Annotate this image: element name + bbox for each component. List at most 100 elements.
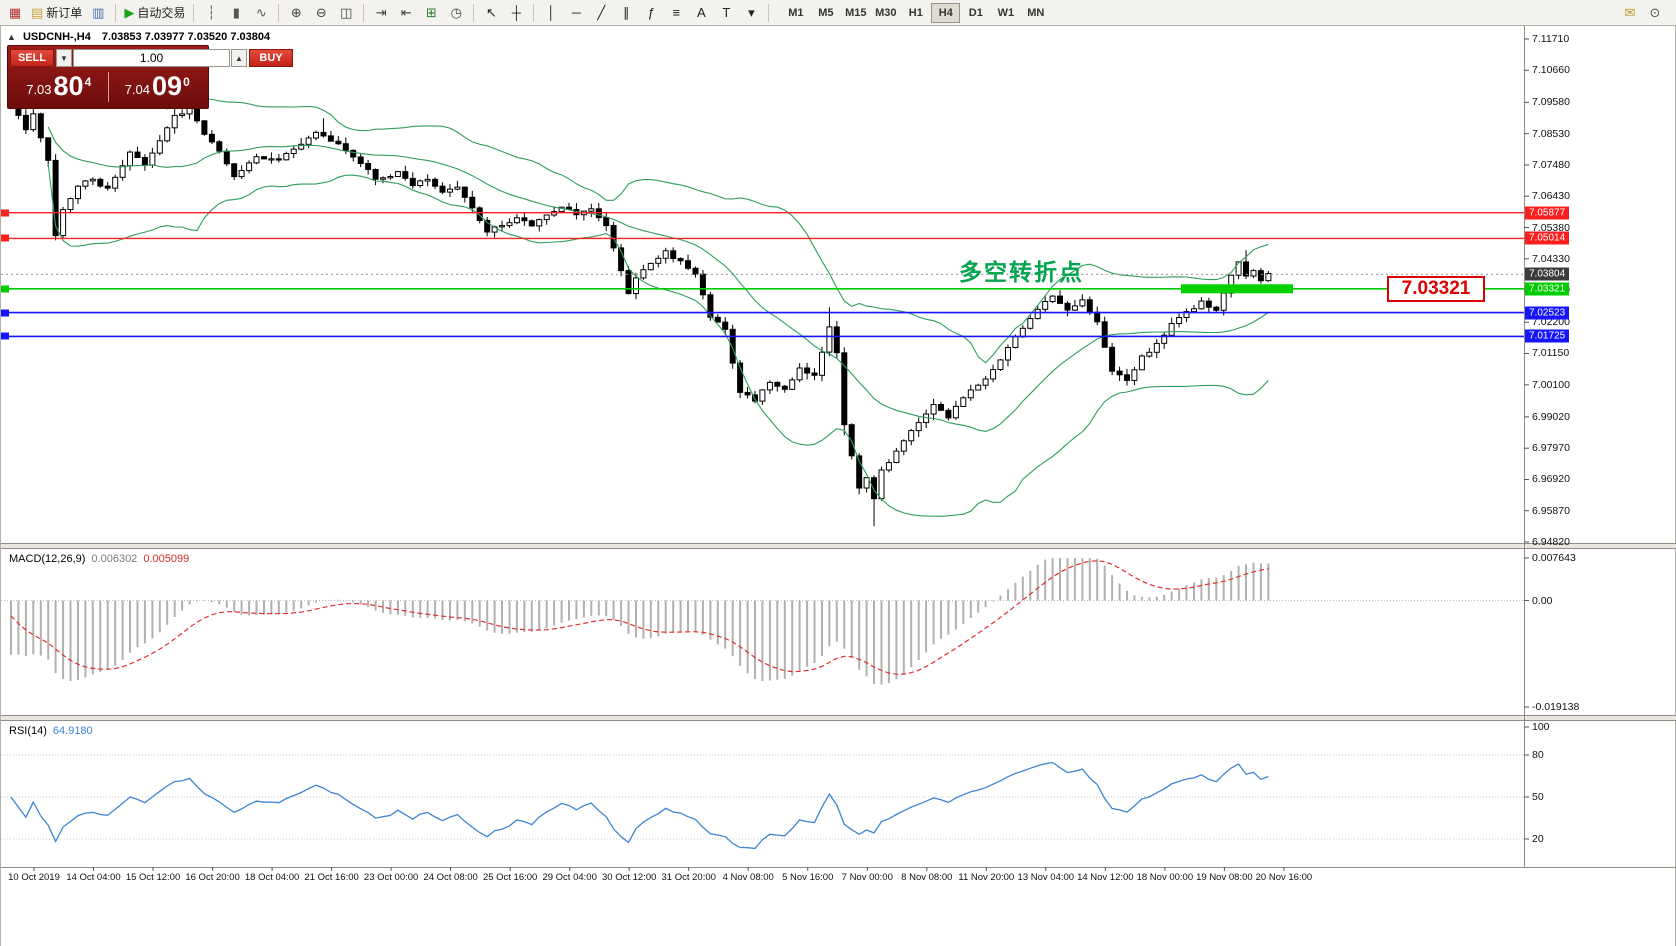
timeframe-m5-button[interactable]: M5 — [818, 6, 834, 19]
macd-label: MACD(12,26,9) 0.006302 0.005099 — [9, 553, 189, 565]
autotrading-icon: ▶ — [124, 4, 135, 20]
line-chart-button[interactable]: ∿ — [249, 2, 273, 24]
timeframe-d1-button[interactable]: D1 — [968, 6, 983, 19]
autotrading-button[interactable]: ▶ 自动交易 — [121, 2, 188, 24]
trade-controls-row: SELL ▼ ▲ BUY — [8, 46, 293, 68]
toolbar-separator — [363, 3, 365, 22]
macd-signal-line — [10, 560, 1269, 675]
autotrading-label: 自动交易 — [137, 6, 186, 20]
one-click-trade-panel: SELL ▼ ▲ BUY 7.03 80 4 7.04 09 0 — [7, 45, 293, 109]
ask-pipette: 0 — [183, 75, 190, 89]
timeframe-mn-button[interactable]: MN — [1027, 6, 1045, 19]
rsi-line — [10, 761, 1269, 850]
trendline-button[interactable]: ╱ — [589, 2, 613, 24]
equidistant-channel-button[interactable]: ∥ — [614, 2, 638, 24]
search-button[interactable]: ⊙ — [1643, 2, 1667, 24]
horizontal-line-button[interactable]: ─ — [564, 2, 588, 24]
zoom-in-button[interactable]: ⊕ — [284, 2, 308, 24]
bid-pipette: 4 — [84, 75, 92, 89]
candlestick-chart-button[interactable]: ▮ — [224, 2, 248, 24]
timeframe-w1-button[interactable]: W1 — [997, 6, 1015, 19]
text-icon: A — [696, 5, 706, 20]
timeframe-h4-button[interactable]: H4 — [931, 2, 961, 23]
volume-increase-button[interactable]: ▲ — [231, 49, 247, 67]
vertical-line-icon: │ — [547, 5, 556, 20]
toolbar-main-group: ▦ ▤ 新订单 ▥ ▶ 自动交易 ┆ ▮ ∿ ⊕ ⊖ ◫ ⇥ ⇤ ⊞ ◷ ↖ ┼ │ ─ ╱ ∥ ƒ ≡ A T ▾ — [3, 2, 773, 24]
toolbar-separator — [768, 3, 770, 22]
chart-window: 7.11710 7.10660 7.09580 7.08530 7.07480 7.064… — [0, 26, 1676, 946]
chevron-up-icon: ▲ — [235, 53, 243, 63]
text-label-button[interactable]: T — [714, 2, 738, 24]
community-icon: ✉ — [1624, 4, 1636, 20]
timeframe-m15-button[interactable]: M15 — [845, 6, 867, 19]
pane-separator[interactable] — [1, 715, 1676, 721]
periods-button[interactable]: ◷ — [444, 2, 468, 24]
auto-scroll-button[interactable]: ⇥ — [369, 2, 393, 24]
sell-button[interactable]: SELL — [10, 49, 54, 67]
fibonacci-icon: ƒ — [647, 5, 655, 20]
timeframe-m1-button[interactable]: M1 — [788, 6, 804, 19]
community-button[interactable]: ✉ — [1618, 2, 1642, 24]
new-order-label: 新订单 — [46, 6, 83, 20]
price-divider — [107, 72, 109, 102]
chart-canvas[interactable] — [1, 26, 1676, 946]
auto-scroll-icon: ⇥ — [375, 4, 387, 20]
volume-input[interactable] — [73, 49, 230, 67]
chart-shift-icon: ⇤ — [400, 4, 412, 20]
toolbar-separator — [533, 3, 535, 22]
trendline-icon: ╱ — [597, 4, 606, 20]
bollinger-middle — [47, 126, 1269, 432]
new-chart-button[interactable]: ▦ — [3, 2, 27, 24]
zoom-in-icon: ⊕ — [290, 4, 302, 20]
search-icon: ⊙ — [1649, 4, 1661, 20]
ask-big-figure: 7.04 — [124, 82, 151, 97]
market-watch-icon: ▥ — [92, 4, 105, 20]
rsi-label: RSI(14) 64.9180 — [9, 725, 93, 737]
toolbar-separator — [473, 3, 475, 22]
ask-price[interactable]: 7.04 09 0 — [109, 69, 207, 101]
chart-title: ▲ USDCNH-,H4 7.03853 7.03977 7.03520 7.0… — [7, 31, 270, 43]
new-chart-icon: ▦ — [8, 4, 22, 20]
vertical-line-button[interactable]: │ — [539, 2, 563, 24]
pane-separator[interactable] — [1, 543, 1676, 549]
ask-pips: 09 — [152, 71, 183, 101]
chevron-down-icon: ▼ — [60, 53, 68, 63]
bar-chart-button[interactable]: ┆ — [199, 2, 223, 24]
macd-histogram — [10, 558, 1270, 685]
crosshair-icon: ┼ — [511, 5, 521, 20]
cursor-button[interactable]: ↖ — [479, 2, 503, 24]
tile-windows-button[interactable]: ◫ — [334, 2, 358, 24]
highlighted-level-segment[interactable] — [1181, 284, 1293, 294]
indicators-icon: ⊞ — [425, 4, 437, 20]
zoom-out-icon: ⊖ — [315, 4, 327, 20]
text-button[interactable]: A — [689, 2, 713, 24]
timeframe-m30-button[interactable]: M30 — [875, 6, 897, 19]
volume-control: ▼ ▲ — [56, 49, 247, 67]
rsi-name: RSI(14) — [9, 725, 47, 737]
toolbar-right-group: ✉ ⊙ — [1618, 2, 1667, 24]
chart-shift-button[interactable]: ⇤ — [394, 2, 418, 24]
macd-name: MACD(12,26,9) — [9, 553, 86, 565]
grid-button[interactable]: ≡ — [664, 2, 688, 24]
buy-button[interactable]: BUY — [249, 49, 293, 67]
crosshair-button[interactable]: ┼ — [504, 2, 528, 24]
turning-point-annotation[interactable]: 多空转折点 — [959, 259, 1084, 285]
candles — [8, 94, 1272, 527]
bid-price[interactable]: 7.03 80 4 — [10, 69, 108, 101]
bollinger-lower — [47, 163, 1269, 517]
horizontal-line-icon: ─ — [571, 5, 581, 20]
fibonacci-button[interactable]: ƒ — [639, 2, 663, 24]
volume-decrease-button[interactable]: ▼ — [56, 49, 72, 67]
arrows-dropdown-button[interactable]: ▾ — [739, 2, 763, 24]
market-watch-button[interactable]: ▥ — [86, 2, 110, 24]
new-order-button[interactable]: ▤ 新订单 — [28, 2, 85, 24]
timeframe-h1-button[interactable]: H1 — [908, 6, 923, 19]
indicators-button[interactable]: ⊞ — [419, 2, 443, 24]
toolbar-separator — [193, 3, 195, 22]
collapse-subwindow-icon[interactable]: ▲ — [7, 32, 16, 42]
zoom-out-button[interactable]: ⊖ — [309, 2, 333, 24]
rsi-value: 64.9180 — [52, 725, 93, 737]
trade-prices-row: 7.03 80 4 7.04 09 0 — [8, 68, 208, 106]
candlestick-chart-icon: ▮ — [232, 4, 240, 20]
price-callout[interactable]: 7.03321 — [1387, 276, 1485, 302]
